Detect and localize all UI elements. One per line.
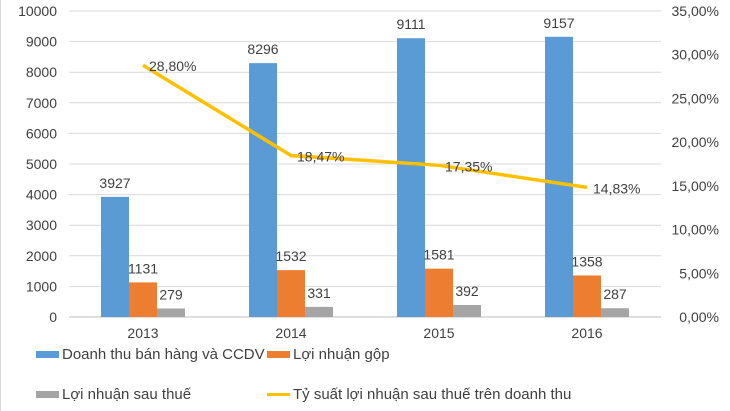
bar-data-label: 9157 (543, 15, 574, 31)
legend-swatch-blue (36, 351, 59, 358)
x-tick-label: 2013 (127, 325, 158, 340)
bar (277, 270, 305, 317)
y-tick-label: 2000 (26, 248, 57, 264)
legend-item-revenue: Doanh thu bán hàng và CCDV (36, 346, 265, 363)
y-tick-label: 8000 (26, 64, 57, 80)
bar-data-label: 1532 (275, 248, 306, 264)
bar (397, 38, 425, 317)
bar (249, 63, 277, 318)
legend-item-gross-profit: Lợi nhuận gộp (267, 346, 390, 363)
y-tick-label: 4000 (26, 187, 57, 203)
x-tick-label: 2014 (275, 325, 306, 340)
bar-data-label: 8296 (247, 41, 278, 57)
bar (601, 308, 629, 317)
plot-area: 0 1000 2000 3000 4000 5000 6000 7000 8000 9000 100… (18, 3, 719, 340)
bar-data-label: 1358 (571, 253, 602, 269)
bar-data-label: 331 (307, 285, 331, 301)
bar-data-label: 9111 (396, 16, 425, 32)
bar (573, 275, 601, 317)
bar-data-label: 392 (455, 283, 479, 299)
bar-data-label: 1131 (128, 260, 158, 276)
line-series (142, 63, 588, 190)
y2-tick-label: 20,00% (672, 134, 719, 150)
y-tick-label: 3000 (26, 217, 57, 233)
legend-label: Doanh thu bán hàng và CCDV (62, 346, 265, 363)
line-data-label: 28,80% (149, 58, 196, 74)
y-tick-label: 10000 (18, 3, 57, 19)
y2-tick-label: 35,00% (672, 3, 719, 19)
bar-data-label: 3927 (99, 175, 130, 191)
y-tick-label: 9000 (26, 34, 57, 50)
legend-swatch-orange (267, 351, 290, 358)
legend-item-net-profit: Lợi nhuận sau thuế (36, 386, 191, 403)
bar (305, 306, 333, 317)
legend-label: Lợi nhuận sau thuế (62, 386, 192, 403)
line-data-label: 18,47% (297, 149, 344, 165)
y-tick-label: 0 (49, 309, 57, 325)
x-tick-label: 2015 (423, 325, 454, 340)
bar (129, 282, 157, 317)
legend-swatch-gray (36, 391, 59, 398)
bar-data-label: 287 (603, 286, 627, 302)
x-tick-label: 2016 (571, 325, 602, 340)
bar (453, 305, 481, 317)
legend-swatch-line (267, 393, 290, 396)
line-data-label: 14,83% (593, 180, 640, 196)
bar (425, 268, 453, 317)
y2-tick-label: 10,00% (672, 222, 719, 238)
bar (545, 36, 573, 317)
bar (157, 308, 185, 317)
legend-item-margin: Tỷ suất lợi nhuận sau thuế trên doanh th… (267, 386, 571, 403)
y-tick-label: 5000 (26, 156, 57, 172)
y2-tick-label: 5,00% (679, 265, 719, 281)
y2-tick-label: 25,00% (672, 90, 719, 106)
bar (101, 196, 129, 317)
y2-tick-label: 15,00% (672, 178, 719, 194)
y-tick-label: 7000 (26, 95, 57, 111)
y2-tick-label: 0,00% (679, 309, 719, 325)
y-tick-label: 1000 (26, 278, 57, 294)
bar-data-label: 1581 (423, 247, 454, 263)
bar-data-label: 279 (159, 286, 183, 302)
line-data-label: 17,35% (445, 158, 492, 174)
legend-label: Tỷ suất lợi nhuận sau thuế trên doanh th… (293, 386, 572, 403)
y-tick-label: 6000 (26, 125, 57, 141)
y2-tick-label: 30,00% (672, 47, 719, 63)
legend-label: Lợi nhuận gộp (293, 346, 390, 363)
